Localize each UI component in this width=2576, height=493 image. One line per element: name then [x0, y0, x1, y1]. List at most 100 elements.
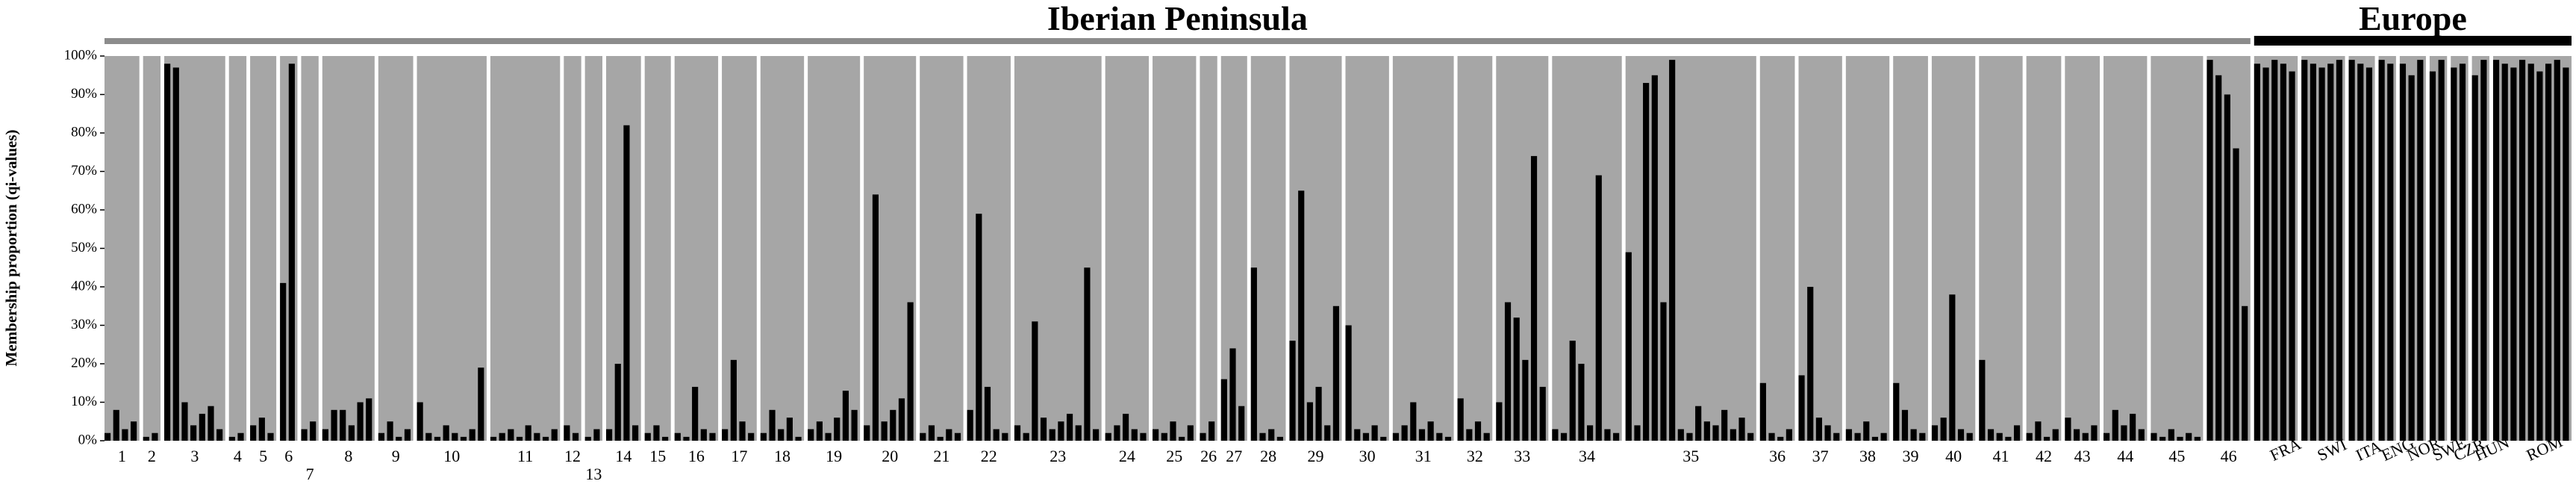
- membership-bar: [2271, 60, 2278, 441]
- population-label: 6: [284, 447, 293, 465]
- membership-bar: [1200, 432, 1206, 441]
- membership-bar: [357, 402, 364, 441]
- membership-bar: [2224, 94, 2230, 441]
- y-tick-label: 0%: [78, 432, 98, 447]
- membership-bar: [2399, 63, 2407, 441]
- population-label: 29: [1307, 447, 1323, 465]
- y-tick-label: 60%: [71, 201, 97, 217]
- membership-bar: [1418, 429, 1426, 441]
- membership-bar: [2563, 67, 2569, 441]
- membership-bar: [1721, 409, 1728, 441]
- membership-bar: [2510, 67, 2517, 441]
- membership-bar: [452, 432, 458, 441]
- membership-bar: [881, 421, 888, 441]
- membership-bar: [1114, 425, 1120, 441]
- membership-bar: [1131, 429, 1138, 441]
- membership-bar: [2043, 436, 2050, 441]
- membership-bar: [2082, 432, 2089, 441]
- membership-bar: [2438, 60, 2445, 441]
- membership-bar: [1530, 155, 1538, 441]
- membership-bar: [1738, 418, 1745, 441]
- membership-bar: [1259, 432, 1266, 441]
- membership-bar: [1747, 432, 1754, 441]
- membership-bar: [2451, 67, 2457, 441]
- membership-bar: [508, 429, 514, 441]
- population-label: 34: [1579, 447, 1595, 465]
- population-background: [584, 56, 602, 441]
- membership-bar: [1457, 398, 1464, 441]
- membership-bar: [1660, 302, 1667, 441]
- membership-bar: [1496, 402, 1503, 441]
- population-background: [2065, 56, 2101, 441]
- membership-bar: [2301, 60, 2308, 441]
- membership-bar: [525, 425, 531, 441]
- population-background: [1893, 56, 1928, 441]
- population-label: 11: [517, 447, 533, 465]
- membership-bar: [653, 425, 660, 441]
- membership-bar: [1798, 375, 1805, 441]
- membership-bar: [644, 432, 651, 441]
- membership-bar: [366, 398, 372, 441]
- membership-bar: [2215, 75, 2222, 441]
- y-tick-label: 20%: [71, 355, 97, 370]
- membership-bar: [967, 409, 973, 441]
- membership-bar: [946, 429, 952, 441]
- population-background: [143, 56, 161, 441]
- population-label: 4: [234, 447, 242, 465]
- membership-bar: [898, 398, 905, 441]
- membership-bar: [834, 418, 841, 441]
- membership-bar: [1306, 402, 1313, 441]
- membership-bar: [1578, 364, 1585, 441]
- population-label: 3: [190, 447, 199, 465]
- membership-bar: [387, 421, 393, 441]
- membership-bar: [1032, 321, 1038, 441]
- y-tick-label: 10%: [71, 394, 97, 409]
- membership-bar: [1595, 175, 1602, 441]
- population-background: [322, 56, 375, 441]
- membership-bar: [816, 421, 823, 441]
- membership-bar: [2035, 421, 2042, 441]
- membership-bar: [1625, 252, 1632, 441]
- membership-bar: [808, 429, 814, 441]
- membership-bar: [1380, 436, 1387, 441]
- membership-bar: [499, 432, 505, 441]
- membership-bar: [2177, 436, 2183, 441]
- population-label: 33: [1514, 447, 1530, 465]
- membership-bar: [208, 406, 214, 441]
- membership-bar: [164, 63, 171, 441]
- population-label: 32: [1467, 447, 1483, 465]
- population-label: 22: [981, 447, 997, 465]
- membership-bar: [1345, 325, 1352, 441]
- membership-bar: [2501, 63, 2508, 441]
- population-label: 44: [2117, 447, 2133, 465]
- population-label: 43: [2074, 447, 2091, 465]
- membership-bar: [1354, 429, 1361, 441]
- membership-bar: [593, 429, 600, 441]
- membership-bar: [1427, 421, 1434, 441]
- membership-bar: [434, 436, 441, 441]
- membership-bar: [1504, 302, 1512, 441]
- membership-bar: [2527, 63, 2534, 441]
- membership-bar: [1014, 425, 1021, 441]
- population-background: [1392, 56, 1454, 441]
- membership-bar: [937, 436, 944, 441]
- membership-bar: [237, 432, 244, 441]
- population-label: 42: [2036, 447, 2052, 465]
- population-background: [1552, 56, 1622, 441]
- population-background: [250, 56, 277, 441]
- membership-bar: [2545, 63, 2552, 441]
- membership-bar: [1686, 432, 1693, 441]
- membership-bar: [890, 409, 896, 441]
- membership-bar: [564, 425, 570, 441]
- population-background: [105, 56, 140, 441]
- membership-bar: [1289, 341, 1296, 441]
- population-background: [644, 56, 671, 441]
- membership-bar: [632, 425, 639, 441]
- membership-bar: [1871, 436, 1879, 441]
- y-tick-label: 70%: [71, 163, 97, 179]
- membership-bar: [928, 425, 935, 441]
- membership-bar: [331, 409, 337, 441]
- membership-bar: [1276, 436, 1283, 441]
- membership-bar: [1049, 429, 1055, 441]
- membership-bar: [1854, 432, 1861, 441]
